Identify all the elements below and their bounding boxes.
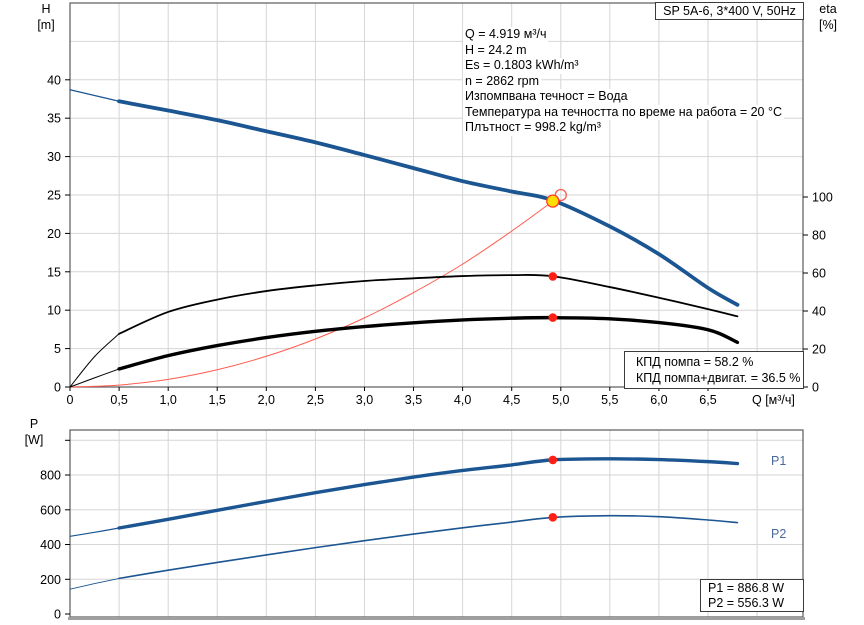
duty-info-block: Q = 4.919 м³/ч H = 24.2 m Es = 0.1803 kW… [463, 27, 784, 136]
pump-efficiency-value: КПД помпа = 58.2 % [636, 355, 754, 369]
x-tick-label: 3,0 [356, 393, 373, 407]
eta-pump-curve-lead [69, 333, 120, 388]
p-axis-symbol: P [29, 417, 39, 431]
x-tick-label: 0 [67, 393, 74, 407]
info-line-density: Плътност = 998.2 kg/m³ [463, 120, 603, 136]
x-tick-label: 4,5 [503, 393, 520, 407]
info-line-h: H = 24.2 m [463, 42, 529, 58]
info-line-temperature: Температура на течността по време на раб… [463, 104, 784, 120]
actual-duty-point [546, 194, 560, 208]
eta-pump-motor-point [548, 313, 558, 322]
eta-pump-point [548, 272, 558, 281]
y-right-tick-label: 100 [812, 191, 833, 205]
p2-point [548, 513, 558, 522]
y-right-tick-label: 20 [812, 343, 826, 357]
p2-curve-lead [69, 577, 120, 590]
y-left-tick-label: 800 [40, 469, 61, 483]
y-left-tick-label: 5 [54, 342, 61, 356]
y-left-tick-label: 600 [40, 503, 61, 517]
y-right-tick-label: 40 [812, 305, 826, 319]
hq-curve-lead [69, 89, 120, 102]
pump-title-box: SP 5A-6, 3*400 V, 50Hz [655, 2, 804, 20]
y-left-tick-label: 15 [47, 265, 61, 279]
pump-motor-efficiency-value: КПД помпа+двигат. = 36.5 % [636, 371, 801, 385]
x-tick-label: 1,5 [209, 393, 226, 407]
x-tick-label: 5,5 [601, 393, 618, 407]
eta-axis-label: eta [%] [810, 2, 846, 33]
y-left-tick-label: 10 [47, 304, 61, 318]
h-axis-label: H [m] [29, 2, 63, 33]
y-left-tick-label: 25 [47, 189, 61, 203]
info-line-q: Q = 4.919 м³/ч [463, 27, 549, 43]
x-tick-label: 3,5 [405, 393, 422, 407]
h-axis-symbol: H [41, 2, 51, 16]
y-left-tick-label: 20 [47, 227, 61, 241]
p1-value: P1 = 886.8 W [708, 581, 785, 595]
eta-pump-curve [118, 274, 739, 335]
p2-series-label: P2 [771, 527, 787, 541]
p1-curve [117, 457, 740, 530]
power-chart-frame [69, 429, 804, 618]
info-line-es: Es = 0.1803 kWh/m³ [463, 58, 581, 74]
y-right-tick-label: 0 [812, 381, 819, 395]
y-left-tick-label: 0 [54, 381, 61, 395]
x-tick-label: 5,0 [552, 393, 569, 407]
x-tick-label: 2,0 [258, 393, 275, 407]
x-tick-label: 4,0 [454, 393, 471, 407]
y-left-tick-label: 200 [40, 573, 61, 587]
system-curve [69, 200, 554, 388]
efficiency-result-box: КПД помпа = 58.2 % КПД помпа+двигат. = 3… [624, 351, 804, 389]
p1-curve-lead [69, 527, 120, 537]
y-right-tick-label: 60 [812, 267, 826, 281]
y-left-tick-label: 400 [40, 538, 61, 552]
hq-curve [117, 99, 740, 307]
x-tick-label: 6,0 [650, 393, 667, 407]
p-axis-unit: [W] [24, 432, 44, 447]
info-line-n: n = 2862 rpm [463, 73, 542, 89]
eta-axis-unit: [%] [818, 17, 838, 32]
y-right-tick-label: 80 [812, 229, 826, 243]
y-left-tick-label: 40 [47, 73, 61, 87]
eta-pump-motor-curve-lead [69, 368, 120, 388]
q-axis-label: Q [м³/ч] [752, 393, 795, 407]
eta-pump-motor-curve [117, 315, 740, 371]
h-axis-unit: [m] [37, 17, 55, 32]
p1-series-label: P1 [771, 454, 787, 468]
x-tick-label: 2,5 [307, 393, 324, 407]
x-tick-label: 6,5 [699, 393, 716, 407]
eta-axis-symbol: eta [819, 2, 837, 16]
x-tick-label: 0,5 [110, 393, 127, 407]
info-line-liquid: Изпомпвана течност = Вода [463, 89, 630, 105]
p2-curve [118, 514, 739, 580]
p1-point [548, 455, 558, 465]
power-result-box: P1 = 886.8 W P2 = 556.3 W [700, 579, 804, 612]
y-left-tick-label: 35 [47, 112, 61, 126]
x-tick-label: 1,0 [160, 393, 177, 407]
y-left-tick-label: 30 [47, 150, 61, 164]
y-left-tick-label: 0 [54, 608, 61, 622]
p2-value: P2 = 556.3 W [708, 596, 785, 610]
p-axis-label: P [W] [17, 417, 51, 448]
